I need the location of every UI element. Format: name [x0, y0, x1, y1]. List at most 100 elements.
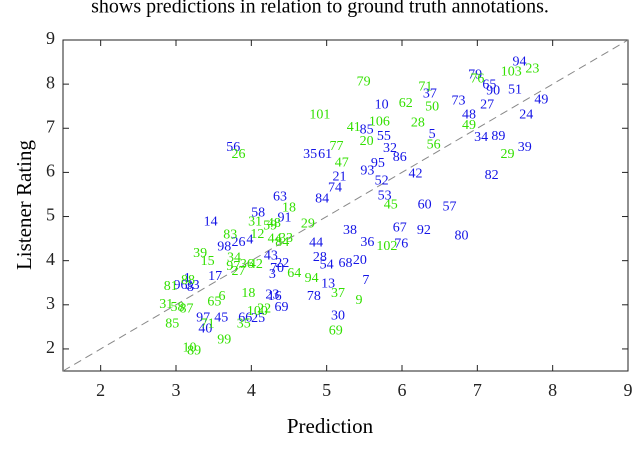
- point-label: 28: [313, 250, 327, 265]
- x-tick-label: 2: [96, 380, 105, 400]
- point-label: 85: [360, 123, 374, 138]
- point-label: 101: [309, 108, 330, 123]
- point-label: 29: [301, 217, 315, 232]
- point-label: 50: [425, 100, 439, 115]
- point-label: 64: [287, 266, 301, 281]
- point-label: 96: [174, 278, 188, 293]
- point-label: 55: [377, 129, 391, 144]
- x-tick-label: 3: [172, 380, 181, 400]
- point-label: 79: [468, 68, 482, 83]
- point-label: 48: [462, 108, 476, 123]
- point-label: 98: [217, 240, 231, 255]
- point-label: 28: [411, 116, 425, 131]
- point-label: 65: [207, 294, 221, 309]
- point-label: 91: [277, 211, 291, 226]
- point-label: 81: [164, 279, 178, 294]
- point-label: 8: [187, 280, 194, 295]
- x-tick-label: 9: [624, 380, 633, 400]
- point-label: 10: [183, 341, 197, 356]
- point-label: 92: [417, 223, 431, 238]
- point-label: 73: [452, 94, 466, 109]
- point-label: 93: [360, 163, 374, 178]
- point-label: 52: [375, 173, 389, 188]
- point-label: 6: [218, 289, 225, 304]
- point-label: 31: [159, 297, 173, 312]
- point-label: 47: [335, 155, 349, 170]
- point-label: 9: [356, 293, 363, 308]
- point-label: 42: [249, 257, 263, 272]
- point-label: 44: [309, 236, 323, 251]
- point-label: 29: [500, 147, 514, 162]
- point-label: 100: [247, 304, 268, 319]
- point-label: 71: [418, 79, 432, 94]
- y-tick-label: 5: [46, 205, 55, 225]
- point-label: 43: [264, 248, 278, 263]
- point-label: 35: [237, 316, 251, 331]
- point-label: 48: [267, 216, 281, 231]
- point-label: 49: [534, 93, 548, 108]
- point-label: 62: [399, 96, 413, 111]
- point-label: 106: [369, 115, 390, 130]
- point-label: 103: [501, 64, 522, 79]
- point-label: 26: [232, 147, 246, 162]
- point-label: 10: [375, 98, 389, 113]
- point-label: 36: [240, 257, 254, 272]
- point-label: 69: [274, 300, 288, 315]
- point-label: 37: [331, 286, 345, 301]
- point-label: 17: [208, 269, 222, 284]
- point-label: 40: [198, 321, 212, 336]
- y-axis-label: Listener Rating: [12, 139, 36, 270]
- point-label: 97: [226, 259, 240, 274]
- point-label: 34: [474, 130, 488, 145]
- point-label: 84: [275, 235, 289, 250]
- point-label: 56: [226, 140, 240, 155]
- point-label: 45: [384, 197, 398, 212]
- y-tick-label: 8: [46, 72, 55, 92]
- point-label: 89: [187, 343, 201, 358]
- point-label: 41: [347, 120, 361, 135]
- point-label: 77: [329, 139, 343, 154]
- point-label: 57: [442, 199, 456, 214]
- point-label: 5: [429, 127, 436, 142]
- point-label: 88: [181, 273, 195, 288]
- point-label: 61: [318, 147, 332, 162]
- point-label: 87: [180, 301, 194, 316]
- x-axis-label: Prediction: [287, 414, 374, 438]
- point-label: 58: [251, 206, 265, 221]
- point-label: 34: [227, 251, 241, 266]
- point-label: 16: [268, 289, 282, 304]
- point-label: 95: [371, 156, 385, 171]
- point-label: 31: [248, 214, 262, 229]
- point-label: 33: [279, 231, 293, 246]
- point-label: 4: [246, 233, 253, 248]
- point-label: 80: [455, 229, 469, 244]
- point-label: 33: [186, 278, 200, 293]
- point-label: 69: [329, 323, 343, 338]
- x-tick-label: 8: [548, 380, 557, 400]
- point-label: 23: [525, 61, 539, 76]
- point-label: 22: [275, 256, 289, 271]
- point-label: 82: [485, 168, 499, 183]
- point-label: 12: [250, 227, 264, 242]
- point-label: 58: [171, 300, 185, 315]
- point-label: 18: [282, 200, 296, 215]
- point-label: 27: [480, 98, 494, 113]
- point-label: 83: [223, 228, 237, 243]
- identity-line: [62, 39, 629, 372]
- point-label: 27: [232, 264, 246, 279]
- point-label: 18: [241, 286, 255, 301]
- y-tick-label: 4: [46, 249, 55, 269]
- y-tick-label: 6: [46, 161, 55, 181]
- point-label: 67: [393, 221, 407, 236]
- point-label: 20: [353, 253, 367, 268]
- point-label: 37: [423, 87, 437, 102]
- point-label: 51: [508, 83, 522, 98]
- point-label: 14: [204, 214, 218, 229]
- point-label: 38: [343, 223, 357, 238]
- y-tick-label: 7: [46, 116, 55, 136]
- point-label: 39: [518, 140, 532, 155]
- point-label: 39: [193, 246, 207, 261]
- point-label: 99: [217, 332, 231, 347]
- point-label: 86: [393, 150, 407, 165]
- point-label: 79: [357, 75, 371, 90]
